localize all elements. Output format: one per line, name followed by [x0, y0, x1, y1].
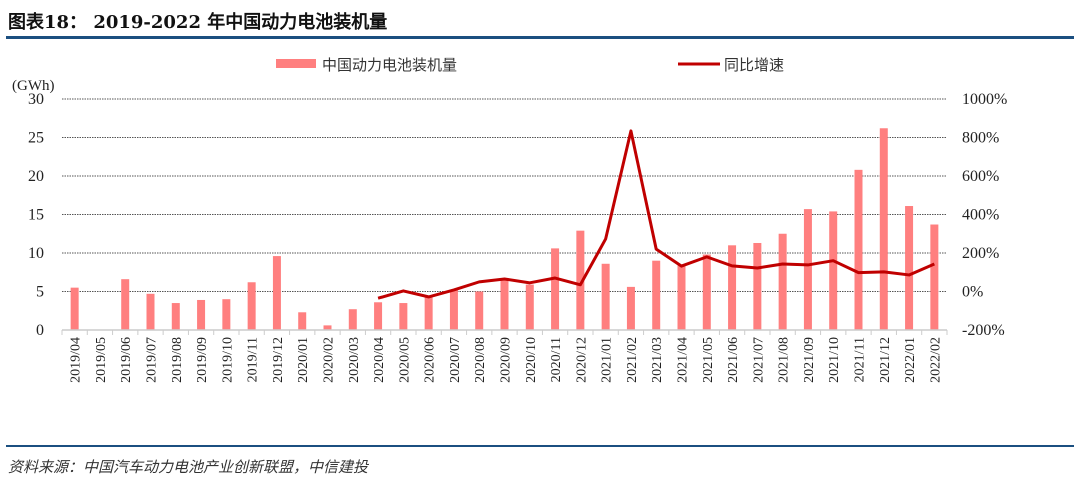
- bar: [500, 279, 509, 330]
- right-tick-label: -200%: [962, 322, 1005, 339]
- x-axis: 2019/04 2019/05 2019/06 2019/07 2019/08 2019/…: [61, 329, 948, 383]
- bar: [374, 302, 383, 330]
- right-tick-label: 800%: [962, 130, 999, 147]
- x-tick-label: 2021/01: [600, 337, 615, 383]
- line-series: [377, 129, 935, 300]
- bar: [829, 211, 838, 330]
- bar: [475, 291, 484, 330]
- x-tick-label: 2020/08: [473, 337, 488, 383]
- x-tick-label: 2019/10: [220, 337, 235, 383]
- bar: [298, 312, 307, 330]
- x-tick-label: 2021/02: [625, 337, 640, 383]
- x-tick-label: 2019/08: [170, 337, 185, 383]
- x-tick-label: 2020/07: [448, 337, 463, 383]
- bar: [677, 265, 686, 330]
- bar: [323, 325, 332, 330]
- bar: [70, 287, 79, 330]
- x-tick-label: 2019/06: [119, 337, 134, 383]
- bar: [879, 128, 888, 330]
- x-tick-label: 2021/05: [701, 337, 716, 383]
- left-tick-label: 0: [36, 322, 44, 339]
- x-tick-label: 2021/09: [802, 337, 817, 383]
- left-tick-label: 5: [36, 284, 44, 301]
- x-tick-label: 2019/05: [94, 337, 109, 383]
- bar: [399, 303, 408, 330]
- bar: [348, 309, 357, 330]
- bar: [197, 299, 206, 330]
- x-tick-label: 2020/12: [574, 337, 589, 383]
- x-tick-label: 2020/03: [347, 337, 362, 383]
- x-tick-label: 2019/07: [145, 337, 160, 383]
- x-tick-label: 2020/09: [499, 337, 514, 383]
- bar: [854, 169, 863, 330]
- bar: [728, 245, 737, 330]
- right-tick-label: 200%: [962, 245, 999, 262]
- bar: [222, 299, 231, 330]
- x-tick-label: 2019/04: [69, 337, 84, 383]
- x-tick-label: 2021/10: [827, 337, 842, 383]
- chart: 2019/04 2019/05 2019/06 2019/07 2019/08 2019/…: [12, 57, 1007, 383]
- bar-series: [70, 128, 939, 330]
- bar: [652, 260, 661, 330]
- bar: [247, 282, 256, 330]
- legend-bar-swatch: [276, 59, 316, 68]
- bar: [525, 284, 534, 330]
- bar: [803, 209, 812, 330]
- left-axis: 0 5 10 15 20 25 30: [28, 91, 44, 339]
- x-tick-label: 2020/06: [423, 337, 438, 383]
- left-axis-unit: (GWh): [12, 78, 54, 94]
- chart-title: 图表18： 2019-2022 年中国动力电池装机量: [8, 12, 388, 33]
- x-tick-label: 2021/11: [853, 337, 868, 382]
- bar: [424, 296, 433, 330]
- bar: [449, 289, 458, 330]
- x-tick-label: 2019/11: [246, 337, 261, 382]
- bar: [171, 303, 180, 330]
- left-tick-label: 10: [28, 245, 44, 262]
- x-tick-label: 2020/10: [524, 337, 539, 383]
- bar: [272, 256, 281, 330]
- bar: [121, 279, 130, 330]
- bar: [753, 242, 762, 330]
- x-tick-label: 2022/02: [928, 337, 943, 383]
- x-tick-label: 2020/04: [372, 337, 387, 383]
- legend: 中国动力电池装机量 同比增速: [276, 57, 784, 74]
- right-tick-label: 400%: [962, 207, 999, 224]
- top-rule: [6, 36, 1074, 39]
- left-tick-label: 30: [28, 91, 44, 108]
- x-tick-label: 2020/02: [322, 337, 337, 383]
- left-tick-label: 20: [28, 168, 44, 185]
- right-axis: -200% 0% 200% 400% 600% 800% 1000%: [962, 91, 1007, 339]
- right-tick-label: 1000%: [962, 91, 1007, 108]
- legend-line-label: 同比增速: [724, 57, 784, 74]
- bar: [905, 206, 914, 330]
- x-tick-label: 2022/01: [903, 337, 918, 383]
- x-tick-label: 2021/03: [650, 337, 665, 383]
- x-tick-label: 2020/01: [296, 337, 311, 383]
- bottom-rule: [6, 445, 1074, 447]
- bar: [551, 248, 560, 330]
- bar: [626, 286, 635, 330]
- x-tick-label: 2020/11: [549, 337, 564, 382]
- bar: [576, 230, 585, 330]
- right-tick-label: 600%: [962, 168, 999, 185]
- x-tick-label: 2020/05: [397, 337, 412, 383]
- bar: [601, 263, 610, 330]
- bar: [146, 293, 155, 330]
- x-tick-label: 2021/06: [726, 337, 741, 383]
- bar: [702, 254, 711, 330]
- left-tick-label: 25: [28, 130, 44, 147]
- bar: [930, 224, 939, 330]
- source-note: 资料来源：中国汽车动力电池产业创新联盟，中信建投: [8, 458, 369, 476]
- x-tick-label: 2021/04: [676, 337, 691, 383]
- x-tick-label: 2021/12: [878, 337, 893, 383]
- bar: [778, 233, 787, 330]
- right-tick-label: 0%: [962, 284, 983, 301]
- x-tick-label: 2019/12: [271, 337, 286, 383]
- x-tick-label: 2021/08: [777, 337, 792, 383]
- x-tick-label: 2021/07: [751, 337, 766, 383]
- x-tick-label: 2019/09: [195, 337, 210, 383]
- legend-bar-label: 中国动力电池装机量: [322, 57, 457, 74]
- left-tick-label: 15: [28, 207, 44, 224]
